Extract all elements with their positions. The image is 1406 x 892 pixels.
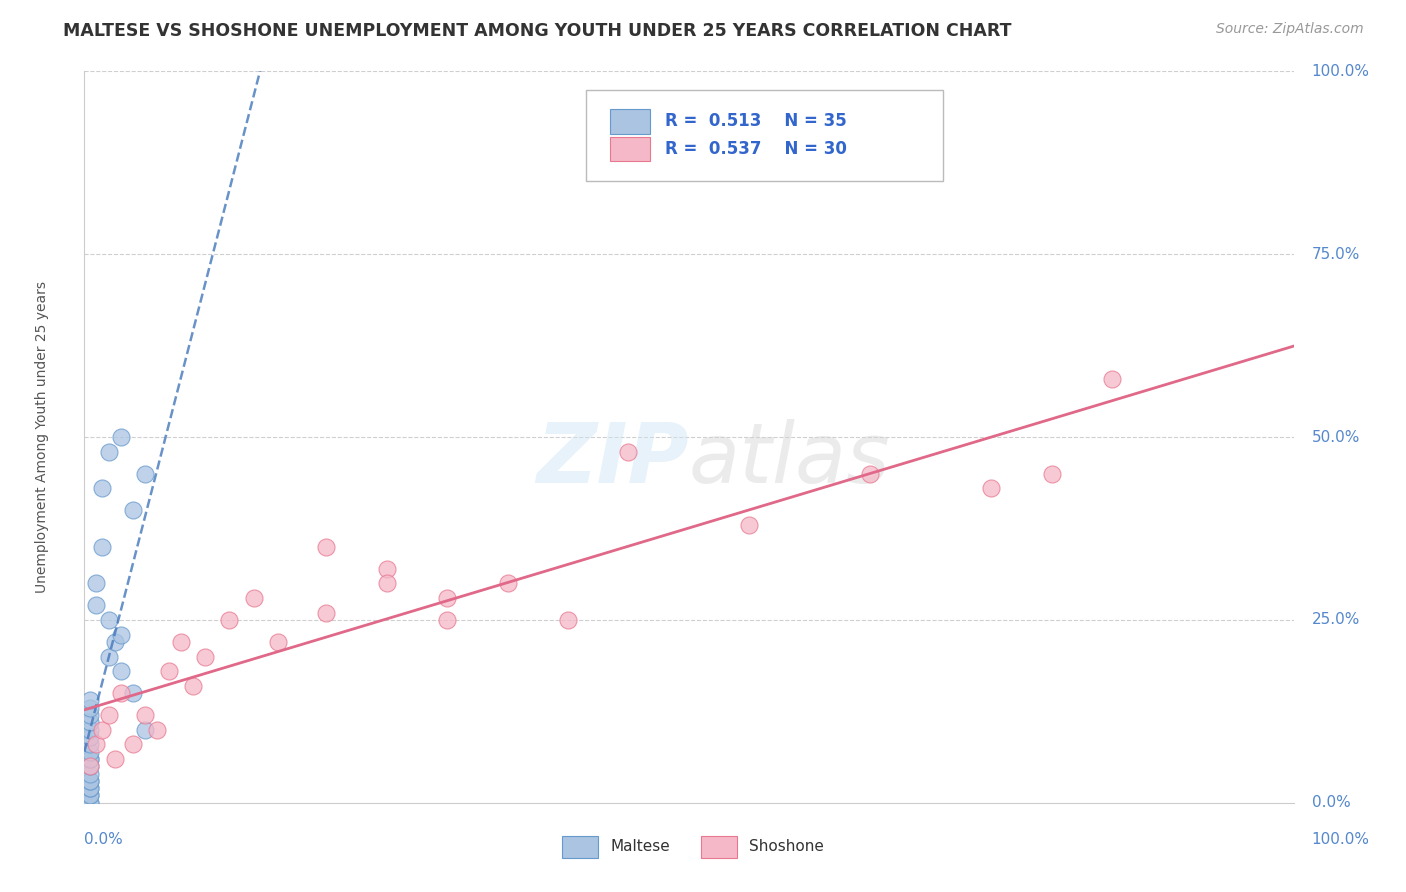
- Point: [86, 576, 108, 591]
- Point: [436, 591, 458, 605]
- Point: [79, 781, 101, 796]
- Point: [79, 745, 101, 759]
- Point: [375, 562, 398, 576]
- Point: [436, 613, 458, 627]
- Bar: [610, 137, 650, 161]
- Point: [79, 759, 101, 773]
- Point: [121, 686, 143, 700]
- Point: [110, 664, 132, 678]
- Point: [110, 686, 132, 700]
- Point: [79, 752, 101, 766]
- Text: 50.0%: 50.0%: [1312, 430, 1360, 444]
- Text: MALTESE VS SHOSHONE UNEMPLOYMENT AMONG YOUTH UNDER 25 YEARS CORRELATION CHART: MALTESE VS SHOSHONE UNEMPLOYMENT AMONG Y…: [63, 22, 1012, 40]
- Point: [157, 664, 180, 678]
- Text: Maltese: Maltese: [610, 839, 671, 855]
- Point: [97, 613, 120, 627]
- Point: [557, 613, 579, 627]
- Text: 0.0%: 0.0%: [1312, 796, 1350, 810]
- Point: [104, 635, 127, 649]
- Point: [194, 649, 217, 664]
- Point: [79, 773, 101, 788]
- Point: [97, 708, 120, 723]
- Point: [79, 789, 101, 803]
- Point: [91, 540, 114, 554]
- Point: [617, 444, 640, 458]
- Point: [375, 576, 398, 591]
- Bar: [610, 110, 650, 134]
- Point: [859, 467, 882, 481]
- Text: R =  0.513    N = 35: R = 0.513 N = 35: [665, 112, 846, 130]
- Text: Shoshone: Shoshone: [749, 839, 824, 855]
- Point: [218, 613, 240, 627]
- Point: [134, 723, 156, 737]
- Point: [79, 693, 101, 707]
- Point: [738, 517, 761, 532]
- Text: atlas: atlas: [689, 418, 890, 500]
- Point: [79, 730, 101, 744]
- Text: 25.0%: 25.0%: [1312, 613, 1360, 627]
- Point: [79, 773, 101, 788]
- Bar: [702, 836, 737, 858]
- Point: [134, 708, 156, 723]
- Point: [242, 591, 264, 605]
- Text: ZIP: ZIP: [536, 418, 689, 500]
- Text: Source: ZipAtlas.com: Source: ZipAtlas.com: [1216, 22, 1364, 37]
- Point: [267, 635, 290, 649]
- Point: [79, 796, 101, 810]
- Point: [79, 796, 101, 810]
- Point: [980, 481, 1002, 495]
- Bar: [562, 836, 599, 858]
- Point: [315, 540, 337, 554]
- Point: [79, 715, 101, 730]
- Point: [181, 679, 204, 693]
- Point: [315, 606, 337, 620]
- Text: Unemployment Among Youth under 25 years: Unemployment Among Youth under 25 years: [35, 281, 49, 593]
- Point: [1101, 371, 1123, 385]
- Point: [1040, 467, 1063, 481]
- Point: [110, 627, 132, 641]
- Point: [91, 481, 114, 495]
- Text: 100.0%: 100.0%: [1312, 64, 1369, 78]
- Text: 75.0%: 75.0%: [1312, 247, 1360, 261]
- Point: [97, 649, 120, 664]
- Point: [121, 737, 143, 751]
- Point: [79, 789, 101, 803]
- Point: [170, 635, 193, 649]
- Point: [79, 752, 101, 766]
- Point: [79, 700, 101, 714]
- Point: [496, 576, 519, 591]
- Point: [86, 599, 108, 613]
- FancyBboxPatch shape: [586, 90, 943, 181]
- Point: [134, 467, 156, 481]
- Point: [86, 737, 108, 751]
- Point: [146, 723, 169, 737]
- Point: [79, 781, 101, 796]
- Text: R =  0.537    N = 30: R = 0.537 N = 30: [665, 140, 846, 158]
- Point: [104, 752, 127, 766]
- Point: [79, 766, 101, 780]
- Point: [79, 708, 101, 723]
- Text: 0.0%: 0.0%: [84, 832, 124, 847]
- Point: [110, 430, 132, 444]
- Point: [79, 723, 101, 737]
- Point: [121, 503, 143, 517]
- Text: 100.0%: 100.0%: [1312, 832, 1369, 847]
- Point: [79, 759, 101, 773]
- Point: [91, 723, 114, 737]
- Point: [79, 737, 101, 751]
- Point: [97, 444, 120, 458]
